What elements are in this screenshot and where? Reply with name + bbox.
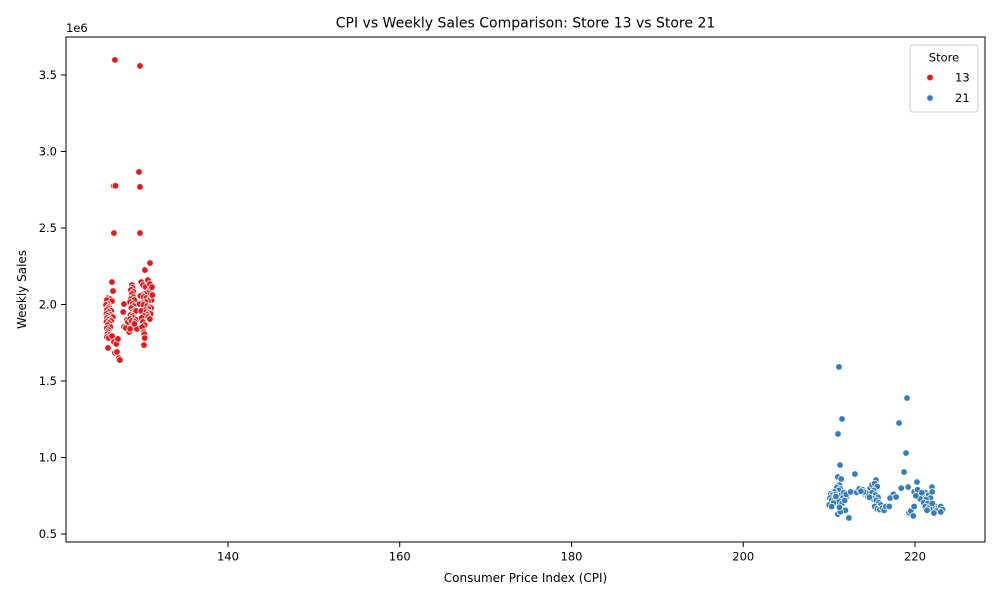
data-point-store-21 — [937, 508, 945, 516]
data-point-store-13 — [140, 334, 149, 342]
y-tick-label: 2.0 — [39, 297, 57, 311]
data-point-store-21 — [838, 415, 846, 423]
legend-marker-store-21 — [926, 94, 934, 102]
y-tick-label: 0.5 — [39, 527, 57, 541]
x-tick-label: 160 — [389, 550, 411, 564]
legend-title: Store — [929, 51, 959, 65]
data-point-store-21 — [923, 506, 931, 514]
data-point-store-21 — [913, 478, 921, 486]
data-point-store-13 — [146, 259, 154, 267]
data-point-store-13 — [120, 300, 128, 308]
data-point-store-21 — [836, 461, 844, 469]
data-point-store-21 — [885, 502, 893, 511]
data-points — [102, 56, 947, 522]
y-tick-label: 1.5 — [39, 374, 57, 388]
data-point-store-13 — [109, 287, 117, 295]
data-point-store-13 — [141, 266, 149, 274]
x-tick-label: 200 — [732, 550, 754, 564]
data-point-store-21 — [903, 394, 911, 402]
x-tick-label: 180 — [561, 550, 583, 564]
data-point-store-13 — [148, 291, 157, 299]
y-tick-label: 3.5 — [39, 68, 57, 82]
data-point-store-13 — [114, 335, 122, 343]
data-point-store-21 — [900, 468, 908, 476]
y-tick-label: 1.0 — [39, 451, 57, 465]
data-point-store-21 — [928, 499, 936, 508]
data-point-store-21 — [892, 493, 900, 501]
y-tick-label: 2.5 — [39, 221, 57, 235]
data-point-store-21 — [845, 514, 853, 522]
data-point-store-21 — [835, 503, 844, 511]
legend: Store 13 21 — [909, 44, 979, 113]
data-point-store-21 — [902, 449, 910, 457]
data-point-store-13 — [146, 315, 154, 323]
data-point-store-21 — [857, 487, 865, 495]
data-point-store-13 — [119, 308, 127, 316]
x-axis-label: Consumer Price Index (CPI) — [444, 571, 607, 585]
data-point-store-13 — [108, 278, 116, 286]
data-point-store-13 — [113, 348, 121, 356]
data-point-store-13 — [148, 283, 156, 291]
chart-title: CPI vs Weekly Sales Comparison: Store 13… — [336, 16, 716, 32]
data-point-store-21 — [909, 512, 917, 520]
data-point-store-21 — [897, 484, 905, 492]
data-point-store-21 — [832, 492, 840, 501]
data-point-store-21 — [851, 470, 859, 478]
data-point-store-13 — [136, 183, 144, 191]
data-point-store-21 — [928, 488, 936, 496]
data-point-store-21 — [834, 430, 842, 438]
legend-box — [909, 44, 979, 113]
legend-label-store-13: 13 — [955, 71, 970, 85]
data-point-store-13 — [111, 182, 120, 190]
data-point-store-21 — [918, 489, 926, 497]
x-tick-label: 220 — [904, 550, 926, 564]
legend-marker-store-13 — [926, 73, 934, 82]
y-axis-label: Weekly Sales — [15, 250, 29, 329]
data-point-store-21 — [840, 496, 849, 505]
data-point-store-21 — [886, 494, 894, 502]
data-point-store-21 — [846, 488, 855, 496]
data-point-store-13 — [136, 62, 144, 70]
y-tick-label: 3.0 — [39, 144, 57, 158]
data-point-store-21 — [895, 419, 903, 427]
data-point-store-21 — [910, 502, 918, 511]
plot-frame — [65, 36, 986, 543]
data-point-store-21 — [912, 492, 920, 500]
data-point-store-21 — [930, 509, 938, 517]
axis-ticks: 140 160 180 200 220 0.5 1.0 1.5 2.0 2.5 3.0 3.5 — [39, 68, 926, 564]
legend-label-store-21: 21 — [955, 91, 970, 105]
data-point-store-13 — [104, 344, 112, 352]
data-point-store-13 — [135, 168, 143, 176]
y-axis-offset-label: 1e6 — [66, 21, 88, 35]
data-point-store-13 — [130, 320, 139, 328]
data-point-store-13 — [140, 341, 148, 349]
data-point-store-13 — [136, 229, 144, 237]
data-point-store-13 — [111, 56, 119, 64]
data-point-store-21 — [837, 475, 845, 483]
data-point-store-21 — [865, 493, 874, 501]
x-tick-label: 140 — [217, 550, 239, 564]
data-point-store-13 — [116, 356, 124, 364]
data-point-store-21 — [828, 502, 836, 511]
data-point-store-21 — [835, 363, 843, 371]
data-point-store-21 — [904, 483, 912, 491]
data-point-store-13 — [110, 229, 118, 237]
